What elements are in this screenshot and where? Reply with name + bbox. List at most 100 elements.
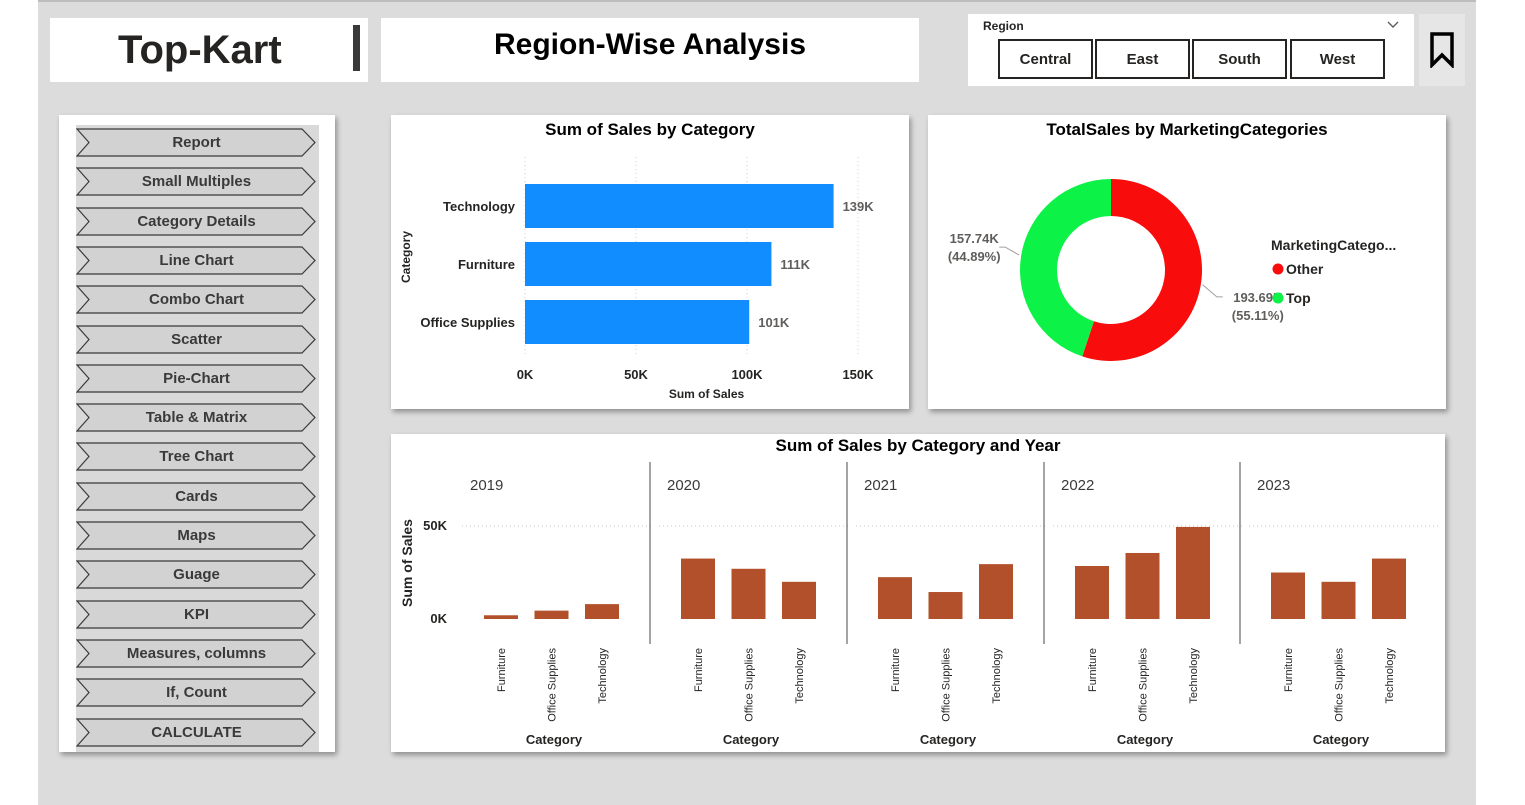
nav-button-table-matrix[interactable]: Table & Matrix bbox=[76, 403, 317, 432]
nav-button-scatter[interactable]: Scatter bbox=[76, 324, 317, 354]
nav-button-label: Pie-Chart bbox=[163, 369, 230, 387]
category-tick-label: Technology bbox=[794, 648, 806, 704]
bar-2019-furniture[interactable] bbox=[484, 615, 518, 619]
bar-2019-technology[interactable] bbox=[585, 604, 619, 619]
legend-entry-top: Top bbox=[1286, 290, 1311, 306]
navigation-panel: Report Small Multiples Category Details Lin… bbox=[59, 115, 335, 752]
nav-button-maps[interactable]: Maps bbox=[76, 521, 317, 550]
nav-button-label: Scatter bbox=[171, 330, 222, 348]
bookmark-button[interactable] bbox=[1419, 14, 1465, 86]
slice-value-label: 157.74K bbox=[950, 231, 1000, 246]
category-tick-label: Office Supplies bbox=[941, 648, 953, 722]
nav-button-category-details[interactable]: Category Details bbox=[76, 206, 317, 236]
x-axis-title: Sum of Sales bbox=[669, 387, 745, 401]
nav-button-label: Combo Chart bbox=[149, 291, 244, 309]
category-label: Office Supplies bbox=[420, 315, 515, 330]
x-tick-label: 0K bbox=[517, 367, 534, 382]
panel-year-label: 2022 bbox=[1061, 477, 1094, 494]
category-tick-label: Technology bbox=[1188, 648, 1200, 704]
legend-marker-top bbox=[1272, 292, 1284, 304]
nav-button-small-multiples[interactable]: Small Multiples bbox=[76, 167, 317, 196]
bar-2022-furniture[interactable] bbox=[1075, 565, 1109, 619]
page-title: Region-Wise Analysis bbox=[493, 28, 807, 61]
bar-office-supplies[interactable] bbox=[525, 300, 750, 344]
panel-year-label: 2019 bbox=[470, 477, 503, 494]
chevron-down-icon[interactable] bbox=[1387, 18, 1399, 32]
bar-2023-technology[interactable] bbox=[1372, 558, 1406, 619]
data-label: 139K bbox=[843, 199, 875, 214]
bar-2022-office-supplies[interactable] bbox=[1125, 552, 1160, 619]
panel-year-label: 2023 bbox=[1257, 477, 1290, 494]
x-tick-label: 150K bbox=[842, 367, 874, 382]
bar-2020-office-supplies[interactable] bbox=[731, 568, 766, 619]
nav-button-label: Table & Matrix bbox=[145, 409, 248, 427]
nav-button-label: If, Count bbox=[166, 684, 227, 702]
x-axis-title: Category bbox=[723, 732, 780, 747]
nav-button-measures-columns[interactable]: Measures, columns bbox=[76, 639, 317, 668]
category-tick-label: Furniture bbox=[1087, 648, 1099, 692]
category-tick-label: Furniture bbox=[693, 648, 705, 692]
bar-2019-office-supplies[interactable] bbox=[534, 610, 569, 619]
brand-title: Top-Kart bbox=[118, 28, 282, 72]
slicer-option-west[interactable]: West bbox=[1290, 39, 1385, 79]
slicer-option-east[interactable]: East bbox=[1095, 39, 1190, 79]
category-tick-label: Furniture bbox=[496, 648, 508, 692]
slice-value-label: 193.69K bbox=[1233, 290, 1283, 305]
slicer-option-central[interactable]: Central bbox=[998, 39, 1093, 79]
nav-button-label: KPI bbox=[183, 605, 209, 623]
category-tick-label: Furniture bbox=[890, 648, 902, 692]
bar-2021-furniture[interactable] bbox=[878, 577, 912, 619]
nav-button-line-chart[interactable]: Line Chart bbox=[76, 246, 317, 275]
category-tick-label: Office Supplies bbox=[744, 648, 756, 722]
nav-button-label: Tree Chart bbox=[159, 448, 234, 466]
nav-button-cards[interactable]: Cards bbox=[76, 482, 317, 511]
y-axis-title: Sum of Sales bbox=[399, 519, 415, 607]
category-label: Technology bbox=[443, 199, 516, 214]
nav-button-kpi[interactable]: KPI bbox=[76, 599, 317, 629]
slice-other[interactable] bbox=[1082, 179, 1202, 361]
slicer-option-south[interactable]: South bbox=[1192, 39, 1287, 79]
bar-2021-office-supplies[interactable] bbox=[928, 592, 963, 619]
nav-button-label: Guage bbox=[173, 566, 220, 584]
chart-title: TotalSales by MarketingCategories bbox=[1046, 120, 1328, 139]
category-tick-label: Technology bbox=[991, 648, 1003, 704]
x-axis-title: Category bbox=[1313, 732, 1370, 747]
slice-top[interactable] bbox=[1019, 179, 1111, 357]
nav-button-label: Category Details bbox=[137, 212, 256, 230]
marketing-donut-chart: TotalSales by MarketingCategories 193.69… bbox=[928, 115, 1446, 409]
page-title-box: Region-Wise Analysis bbox=[381, 18, 919, 82]
nav-button-label: CALCULATE bbox=[151, 723, 242, 741]
chart-title: Sum of Sales by Category and Year bbox=[775, 436, 1061, 455]
nav-button-label: Small Multiples bbox=[141, 173, 252, 191]
panel-year-label: 2020 bbox=[667, 477, 700, 494]
nav-button-guage[interactable]: Guage bbox=[76, 560, 317, 589]
brand-bar bbox=[353, 25, 360, 71]
brand-box: Top-Kart bbox=[50, 18, 368, 82]
bar-2022-technology[interactable] bbox=[1176, 526, 1210, 619]
nav-button-if-count[interactable]: If, Count bbox=[76, 678, 317, 707]
nav-button-label: Cards bbox=[175, 487, 218, 505]
panel-year-label: 2021 bbox=[864, 477, 897, 494]
x-tick-label: 100K bbox=[731, 367, 763, 382]
category-tick-label: Technology bbox=[597, 648, 609, 704]
x-axis-title: Category bbox=[920, 732, 977, 747]
nav-button-calculate[interactable]: CALCULATE bbox=[76, 717, 317, 747]
bar-2020-furniture[interactable] bbox=[681, 558, 715, 619]
bar-2023-furniture[interactable] bbox=[1271, 572, 1305, 620]
bar-2020-technology[interactable] bbox=[782, 581, 816, 619]
nav-button-tree-chart[interactable]: Tree Chart bbox=[76, 442, 317, 471]
nav-button-pie-chart[interactable]: Pie-Chart bbox=[76, 364, 317, 393]
nav-button-report[interactable]: Report bbox=[76, 128, 317, 157]
bar-technology[interactable] bbox=[525, 184, 834, 228]
x-axis-title: Category bbox=[526, 732, 583, 747]
bar-furniture[interactable] bbox=[525, 242, 772, 286]
nav-button-combo-chart[interactable]: Combo Chart bbox=[76, 285, 317, 314]
slicer-title: Region bbox=[983, 19, 1024, 33]
region-slicer: Region Central East South West bbox=[968, 14, 1414, 86]
bar-2021-technology[interactable] bbox=[979, 564, 1013, 619]
category-bar-chart: Sum of Sales by Category 0K 50K 100K 150K Te… bbox=[391, 115, 909, 409]
bar-chart-svg: 0K 50K 100K 150K Technology 139K Furniture 111K… bbox=[399, 157, 875, 401]
bar-2023-office-supplies[interactable] bbox=[1321, 581, 1356, 619]
chart-title: Sum of Sales by Category bbox=[545, 120, 755, 139]
report-canvas: Top-Kart Region-Wise Analysis Region Cen… bbox=[38, 0, 1476, 805]
